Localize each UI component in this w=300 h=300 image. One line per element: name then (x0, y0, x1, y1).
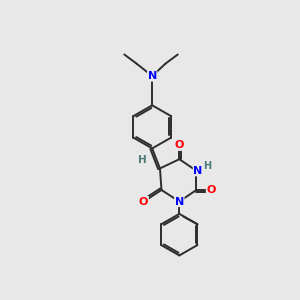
Text: O: O (206, 185, 216, 195)
Text: N: N (148, 71, 157, 81)
Text: O: O (175, 140, 184, 150)
Text: O: O (139, 196, 148, 206)
Text: N: N (193, 166, 203, 176)
Text: N: N (175, 196, 184, 206)
Text: H: H (138, 155, 146, 165)
Text: H: H (203, 161, 211, 171)
